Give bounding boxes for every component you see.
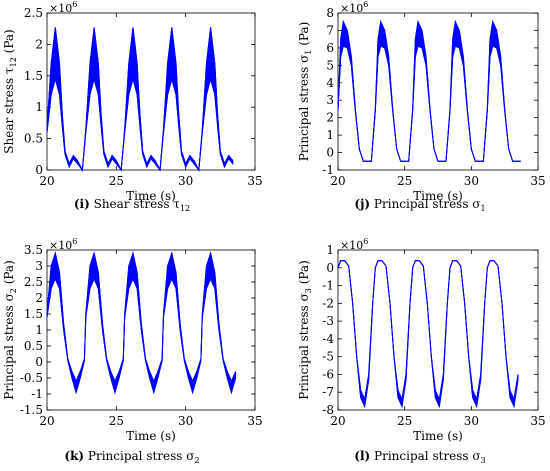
y-tick-label: 1.5 (24, 307, 43, 321)
y-tick-label: 0.5 (24, 132, 43, 146)
x-tick-label: 20 (330, 414, 345, 428)
x-tick-label: 30 (464, 414, 479, 428)
plot-frame (46, 12, 256, 171)
x-axis-label: Time (s) (126, 189, 176, 203)
x-axis-label: Time (s) (126, 429, 176, 443)
axis-multiplier: ×106 (340, 0, 368, 15)
axis-multiplier: ×106 (340, 237, 368, 252)
y-tick-label: 1.5 (24, 69, 43, 83)
x-tick-label: 35 (247, 414, 262, 428)
x-tick-label: 20 (39, 174, 54, 188)
y-tick-label: -0.5 (20, 371, 43, 385)
y-tick-label: 5 (326, 58, 334, 72)
series-band (337, 19, 521, 162)
series-line-lower (46, 277, 237, 395)
y-tick-label: 4 (326, 76, 334, 90)
y-tick-label: -4 (322, 332, 334, 346)
panel-caption: (i) Shear stress τ12 (74, 197, 190, 213)
y-tick-label: -1.5 (20, 403, 43, 417)
x-tick-label: 35 (530, 174, 545, 188)
series-line-upper (337, 260, 519, 402)
y-tick-label: -5 (322, 350, 334, 364)
y-axis-label: Principal stress σ3 (Pa) (297, 260, 313, 400)
chart-panel-0: 20 25 30 35 0 0.5 1 1.5 2 2.5 ×106 Time (s) Shear st… (2, 0, 263, 213)
y-tick-label: -6 (322, 367, 334, 381)
series-band (46, 27, 234, 172)
y-tick-label: -8 (322, 403, 334, 417)
x-tick-label: 30 (178, 414, 193, 428)
x-tick-label: 25 (397, 174, 412, 188)
y-tick-label: 0 (35, 163, 43, 177)
chart-panel-3: 20 25 30 35 -8 -7 -6 -5 -4 -3 -2 -1 0 1 ×106 Time (s) Pr… (297, 237, 546, 465)
chart-panel-1: 20 25 30 35 -1 0 1 2 3 4 5 6 7 8 ×106 Time (s) Principal… (297, 0, 546, 213)
axis-multiplier: ×106 (49, 0, 77, 15)
y-tick-label: 3 (326, 93, 334, 107)
axis-multiplier: ×106 (49, 237, 77, 252)
y-tick-label: 6 (326, 41, 334, 55)
y-tick-label: 2 (326, 111, 334, 125)
x-tick-label: 20 (330, 174, 345, 188)
series-line-lower (337, 45, 521, 162)
x-axis-label: Time (s) (413, 429, 463, 443)
y-tick-label: 3.5 (24, 243, 43, 257)
y-tick-label: -1 (31, 387, 43, 401)
y-axis-label: Principal stress σ2 (Pa) (2, 260, 18, 400)
y-tick-label: -2 (322, 296, 334, 310)
y-tick-label: 2 (35, 37, 43, 51)
x-tick-label: 25 (109, 414, 124, 428)
y-tick-label: -7 (322, 385, 334, 399)
y-tick-label: -1 (322, 279, 334, 293)
series-line-lower (337, 260, 519, 409)
y-tick-label: 0.5 (24, 339, 43, 353)
y-axis-label: Principal stress σ1 (Pa) (297, 22, 313, 162)
panel-caption: (j) Principal stress σ1 (354, 197, 485, 213)
x-tick-label: 30 (464, 174, 479, 188)
panel-caption: (k) Principal stress σ2 (64, 449, 199, 465)
y-tick-label: -3 (322, 314, 334, 328)
y-tick-label: 1 (35, 323, 43, 337)
y-axis-label: Shear stress τ12 (Pa) (2, 29, 18, 153)
y-tick-label: -1 (322, 163, 334, 177)
y-tick-label: 0 (35, 355, 43, 369)
y-tick-label: 3 (35, 259, 43, 273)
y-tick-label: 2.5 (24, 275, 43, 289)
panel-caption: (l) Principal stress σ3 (354, 449, 485, 465)
series-line-lower (46, 76, 234, 172)
y-tick-label: 1 (326, 128, 334, 142)
x-tick-label: 35 (247, 174, 262, 188)
plot-frame (337, 249, 539, 411)
chart-panel-2: 20 25 30 35 -1.5 -1 -0.5 0 0.5 1 1.5 2 2.5 3 3.5 ×106 Ti… (2, 237, 263, 465)
y-tick-label: 1 (326, 243, 334, 257)
y-tick-label: 2 (35, 291, 43, 305)
x-tick-label: 30 (178, 174, 193, 188)
x-axis-label: Time (s) (413, 189, 463, 203)
y-tick-label: 7 (326, 23, 334, 37)
x-tick-label: 25 (397, 414, 412, 428)
series-band (337, 260, 519, 409)
y-tick-label: 0 (326, 146, 334, 160)
y-tick-label: 0 (326, 261, 334, 275)
x-tick-label: 35 (530, 414, 545, 428)
y-tick-label: 8 (326, 6, 334, 20)
plot-frame (337, 12, 539, 171)
y-tick-label: 1 (35, 100, 43, 114)
x-tick-label: 20 (39, 414, 54, 428)
y-tick-label: 2.5 (24, 6, 43, 20)
x-tick-label: 25 (109, 174, 124, 188)
